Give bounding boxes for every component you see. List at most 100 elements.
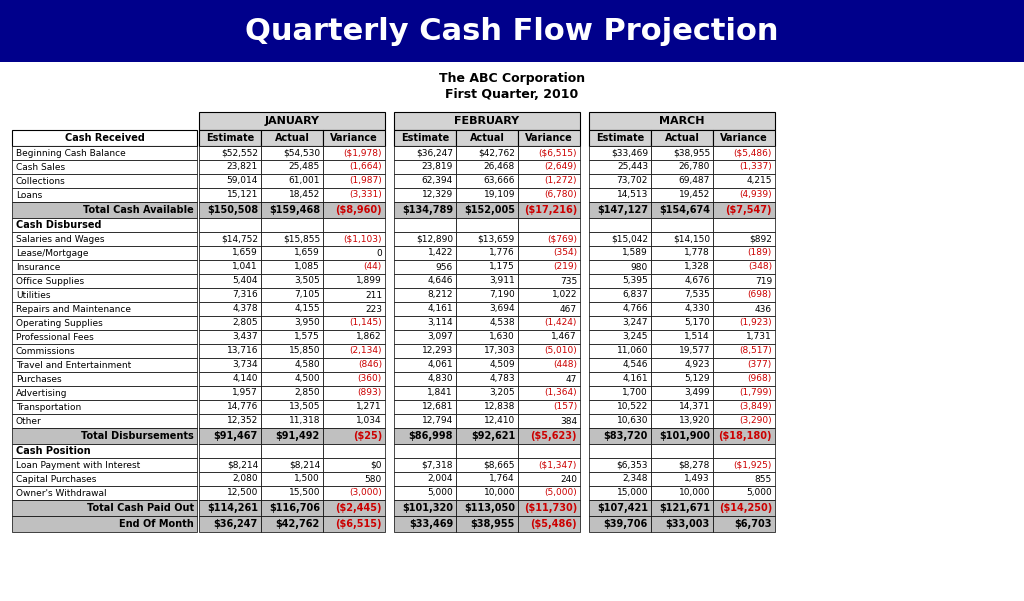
Bar [589, 232, 651, 246]
Bar [518, 486, 580, 500]
Bar [12, 330, 197, 344]
Bar [456, 386, 518, 400]
Text: 223: 223 [365, 305, 382, 314]
Bar [518, 386, 580, 400]
Text: ($769): ($769) [547, 234, 577, 243]
Bar [12, 232, 197, 246]
Text: (893): (893) [357, 388, 382, 397]
Text: 25,443: 25,443 [616, 162, 648, 171]
Bar [199, 302, 261, 316]
Bar [394, 288, 456, 302]
Text: 4,061: 4,061 [427, 361, 453, 370]
Bar [394, 516, 456, 532]
Bar [323, 472, 385, 486]
Text: (3,290): (3,290) [739, 416, 772, 426]
Text: $8,665: $8,665 [483, 460, 515, 469]
Text: 12,794: 12,794 [422, 416, 453, 426]
Text: Estimate: Estimate [400, 133, 450, 143]
Bar [394, 316, 456, 330]
Text: 0: 0 [376, 248, 382, 257]
Text: 1,467: 1,467 [551, 332, 577, 341]
Bar [713, 330, 775, 344]
Bar [456, 358, 518, 372]
Text: $42,762: $42,762 [478, 148, 515, 157]
Text: End Of Month: End Of Month [119, 519, 194, 529]
Text: (4,939): (4,939) [739, 191, 772, 200]
Bar [199, 372, 261, 386]
Text: $33,469: $33,469 [611, 148, 648, 157]
Bar [589, 372, 651, 386]
Text: 4,830: 4,830 [427, 374, 453, 383]
Text: Loan Payment with Interest: Loan Payment with Interest [16, 460, 140, 469]
Text: $38,955: $38,955 [471, 519, 515, 529]
Bar [589, 246, 651, 260]
Bar [589, 146, 651, 160]
Bar [261, 372, 323, 386]
Text: ($5,486): ($5,486) [530, 519, 577, 529]
Bar [199, 444, 261, 458]
Text: Professional Fees: Professional Fees [16, 332, 94, 341]
Bar [456, 202, 518, 218]
Text: 1,731: 1,731 [746, 332, 772, 341]
Bar [651, 400, 713, 414]
Text: Total Cash Paid Out: Total Cash Paid Out [87, 503, 194, 513]
Text: (846): (846) [357, 361, 382, 370]
Bar [394, 218, 456, 232]
Bar [518, 302, 580, 316]
Bar [394, 358, 456, 372]
Text: 15,850: 15,850 [289, 347, 319, 356]
Text: 15,000: 15,000 [616, 489, 648, 498]
Text: 4,783: 4,783 [489, 374, 515, 383]
Text: 63,666: 63,666 [483, 177, 515, 186]
Bar [651, 372, 713, 386]
Text: (3,849): (3,849) [739, 403, 772, 412]
Text: 2,080: 2,080 [232, 475, 258, 483]
Bar [323, 146, 385, 160]
Bar [651, 472, 713, 486]
Bar [651, 316, 713, 330]
Bar [261, 330, 323, 344]
Text: 13,920: 13,920 [679, 416, 710, 426]
Bar [713, 130, 775, 146]
Text: (448): (448) [553, 361, 577, 370]
Bar [199, 202, 261, 218]
Bar [589, 316, 651, 330]
Bar [0, 0, 1024, 62]
Text: ($1,103): ($1,103) [343, 234, 382, 243]
Bar [589, 330, 651, 344]
Text: 15,500: 15,500 [289, 489, 319, 498]
Text: 1,514: 1,514 [684, 332, 710, 341]
Text: 23,819: 23,819 [422, 162, 453, 171]
Text: (1,987): (1,987) [349, 177, 382, 186]
Text: 1,041: 1,041 [232, 263, 258, 272]
Text: 2,805: 2,805 [232, 319, 258, 328]
Text: 5,170: 5,170 [684, 319, 710, 328]
Bar [12, 458, 197, 472]
Text: ($17,216): ($17,216) [523, 205, 577, 215]
Text: (968): (968) [748, 374, 772, 383]
Bar [518, 400, 580, 414]
Bar [323, 330, 385, 344]
Bar [456, 444, 518, 458]
Text: 4,378: 4,378 [232, 305, 258, 314]
Text: 1,022: 1,022 [552, 290, 577, 299]
Bar [12, 316, 197, 330]
Bar [713, 428, 775, 444]
Text: 1,575: 1,575 [294, 332, 319, 341]
Bar [12, 372, 197, 386]
Bar [261, 472, 323, 486]
Text: 735: 735 [560, 276, 577, 285]
Text: 14,513: 14,513 [616, 191, 648, 200]
Bar [199, 160, 261, 174]
Bar [261, 500, 323, 516]
Text: Utilities: Utilities [16, 290, 50, 299]
Text: Total Disbursements: Total Disbursements [81, 431, 194, 441]
Bar [199, 232, 261, 246]
Text: (157): (157) [553, 403, 577, 412]
Text: 3,437: 3,437 [232, 332, 258, 341]
Text: $15,042: $15,042 [611, 234, 648, 243]
Bar [589, 260, 651, 274]
Text: Cash Position: Cash Position [16, 446, 91, 456]
Bar [518, 344, 580, 358]
Text: Advertising: Advertising [16, 388, 68, 397]
